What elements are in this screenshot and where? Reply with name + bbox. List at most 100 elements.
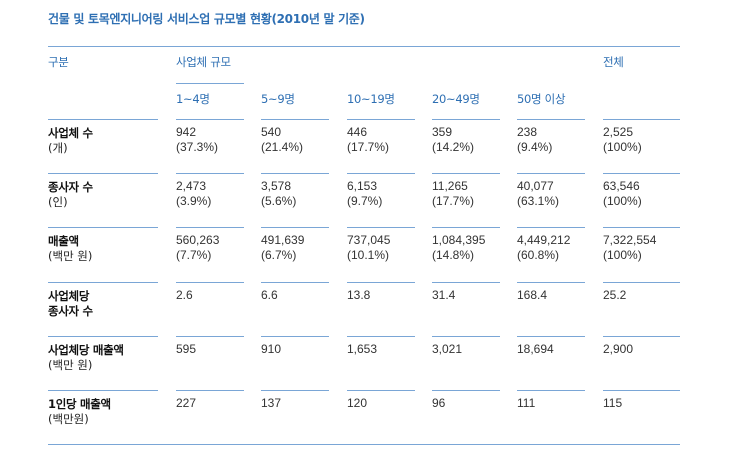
row-divider [517,227,585,228]
table-cell: 2.6 [176,288,193,303]
row-divider [603,227,680,228]
row-label-main: 사업체당 [48,289,90,303]
row-divider [261,227,329,228]
cell-share: (9.4%) [517,140,553,154]
cell-share: (100%) [603,248,642,262]
header-category: 구분 [48,55,69,69]
table-cell: 25.2 [603,288,626,303]
row-label-main-2: 종사자 수 [48,304,93,318]
header-size-5: 50명 이상 [517,92,566,106]
table-cell: 11,265 (17.7%) [432,179,474,209]
cell-value: 238 [517,125,538,139]
table-cell: 4,449,212 (60.8%) [517,233,570,263]
table-cell: 40,077 (63.1%) [517,179,559,209]
cell-value: 111 [517,396,536,410]
cell-share: (17.7%) [432,194,475,208]
cell-value: 6.6 [261,288,278,302]
table-cell: 540 (21.4%) [261,125,303,155]
cell-share: (37.3%) [176,140,219,154]
table-cell: 96 [432,396,445,411]
cell-share: (7.7%) [176,248,212,262]
row-label: 1인당 매출액 (백만원) [48,397,158,427]
row-divider [176,119,244,120]
cell-value: 31.4 [432,288,456,302]
header-size-3: 10~19명 [347,92,395,106]
row-divider [517,336,585,337]
row-divider [432,227,500,228]
row-divider [603,336,680,337]
row-divider [48,282,158,283]
row-divider [517,119,585,120]
cell-value: 63,546 [603,179,640,193]
row-divider [432,119,500,120]
row-label-main: 사업체 수 [48,126,93,140]
header-size-1: 1~4명 [176,92,210,106]
cell-value: 2.6 [176,288,193,302]
row-divider [176,227,244,228]
table-cell: 238 (9.4%) [517,125,552,155]
row-divider [261,119,329,120]
cell-share: (6.7%) [261,248,297,262]
table-cell: 942 (37.3%) [176,125,218,155]
table-cell: 13.8 [347,288,370,303]
row-divider [603,119,680,120]
cell-value: 120 [347,396,368,410]
row-divider [347,390,415,391]
cell-value: 18,694 [517,342,554,356]
row-divider [176,336,244,337]
cell-value: 491,639 [261,233,305,247]
cell-value: 359 [432,125,453,139]
row-divider [48,390,158,391]
cell-value: 3,578 [261,179,292,193]
row-unit: (백만원) [48,412,89,426]
cell-share: (9.7%) [347,194,383,208]
table-cell: 2,525 (100%) [603,125,642,155]
row-divider [432,173,500,174]
row-divider [48,227,158,228]
table-cell: 2,473 (3.9%) [176,179,211,209]
row-divider [347,227,415,228]
table-cell: 1,084,395 (14.8%) [432,233,485,263]
bottom-rule [48,444,680,445]
table-cell: 595 [176,342,196,357]
cell-value: 1,084,395 [432,233,486,247]
cell-value: 942 [176,125,197,139]
cell-value: 560,263 [176,233,220,247]
table-cell: 115 [603,396,622,411]
row-label-main: 1인당 매출액 [48,397,111,411]
table-cell: 446 (17.7%) [347,125,389,155]
header-subline [176,83,244,84]
table-cell: 910 [261,342,281,357]
row-divider [261,336,329,337]
cell-share: (100%) [603,140,642,154]
table-cell: 560,263 (7.7%) [176,233,219,263]
cell-value: 7,322,554 [603,233,657,247]
table-cell: 63,546 (100%) [603,179,642,209]
table-cell: 111 [517,396,535,411]
cell-share: (63.1%) [517,194,560,208]
row-unit: (인) [48,195,68,209]
cell-value: 2,900 [603,342,634,356]
table-cell: 491,639 (6.7%) [261,233,304,263]
cell-value: 540 [261,125,282,139]
row-label: 사업체당 매출액 (백만 원) [48,343,158,373]
header-business-size: 사업체 규모 [176,55,231,69]
table-cell: 737,045 (10.1%) [347,233,390,263]
cell-value: 1,653 [347,342,378,356]
row-divider [432,282,500,283]
cell-share: (14.2%) [432,140,475,154]
table-cell: 2,900 [603,342,633,357]
cell-share: (17.7%) [347,140,390,154]
row-label-main: 종사자 수 [48,180,93,194]
cell-value: 40,077 [517,179,554,193]
cell-value: 446 [347,125,368,139]
cell-value: 115 [603,396,623,410]
cell-value: 227 [176,396,197,410]
row-label-main: 매출액 [48,234,79,248]
cell-value: 11,265 [432,179,468,193]
row-divider [347,336,415,337]
cell-share: (14.8%) [432,248,475,262]
table-cell: 18,694 [517,342,554,357]
cell-value: 737,045 [347,233,391,247]
row-divider [432,390,500,391]
